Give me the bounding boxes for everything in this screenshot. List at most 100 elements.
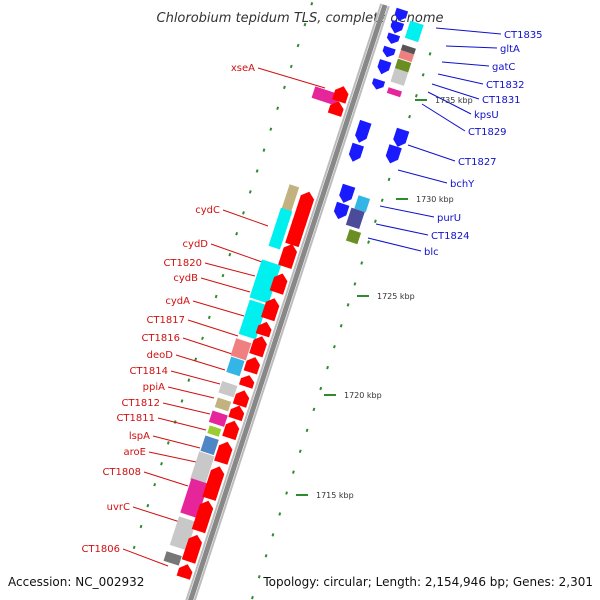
scale-tick <box>248 190 252 194</box>
scale-tick <box>292 470 295 474</box>
gene-label: cydA <box>165 296 190 307</box>
forward-gene-arrow <box>181 534 202 564</box>
scale-tick <box>180 399 184 403</box>
reverse-gene-arrow <box>333 201 350 220</box>
forward-gene-arrow <box>191 500 214 534</box>
leader-line <box>421 103 466 132</box>
gene-band <box>404 20 424 43</box>
gene-label: kpsU <box>474 110 499 121</box>
scale-tick <box>146 503 150 508</box>
scale-tick <box>276 106 280 111</box>
forward-gene-arrow <box>232 390 250 408</box>
leader-line <box>427 91 472 115</box>
scale-tick <box>289 64 293 69</box>
gene-band <box>398 50 415 63</box>
scale-tick <box>187 378 191 382</box>
scale-tick <box>339 324 343 328</box>
scale-labels: 1735 kbp 1730 kbp 1725 kbp 1720 kbp 1715 kbp <box>296 96 473 500</box>
gene-label: purU <box>437 213 461 224</box>
scale-tick <box>298 449 302 453</box>
reverse-gene-arrow <box>377 59 392 75</box>
scale-tick <box>332 344 336 349</box>
leader-line <box>132 506 181 523</box>
scale-tick <box>255 169 259 173</box>
scale-tick <box>283 85 286 90</box>
gene-band <box>386 87 402 98</box>
gene-label: blc <box>424 247 439 258</box>
leader-line <box>200 277 251 293</box>
scale-tick <box>373 219 377 223</box>
gene-label: CT1832 <box>486 80 525 91</box>
gene-label: CT1817 <box>146 315 185 326</box>
scale-tick <box>207 315 211 320</box>
leader-line <box>182 337 233 355</box>
scale-tick <box>257 574 261 579</box>
scale-tick <box>414 93 418 98</box>
scale-label: 1735 kbp <box>435 96 473 105</box>
gene-label: cydC <box>195 205 220 216</box>
forward-gene-arrow <box>214 441 233 465</box>
leader-line <box>148 451 197 463</box>
reverse-gene-arrow <box>339 183 356 203</box>
gene-features <box>163 7 424 580</box>
gene-label: aroE <box>124 447 146 458</box>
leader-line <box>431 83 480 100</box>
scale-tick <box>214 294 218 299</box>
scale-tick <box>278 512 282 516</box>
backbone-line <box>188 4 388 600</box>
gene-label: CT1820 <box>163 258 202 269</box>
gene-band <box>230 338 252 361</box>
forward-gene-arrow <box>239 375 255 389</box>
forward-gene-arrow <box>332 86 349 104</box>
scale-tick <box>326 365 329 370</box>
scale-label: 1725 kbp <box>377 292 415 301</box>
forward-gene-arrow <box>278 244 297 269</box>
scale-tick <box>353 282 357 286</box>
forward-gene-arrow <box>228 405 245 422</box>
accession-text: Accession: NC_002932 <box>8 575 145 589</box>
leader-line <box>162 402 211 415</box>
gene-band <box>180 478 209 519</box>
gene-label: lspA <box>129 431 150 442</box>
scale-tick <box>235 232 239 236</box>
scale-tick <box>346 303 350 307</box>
forward-gene-arrow <box>285 216 306 248</box>
gene-label: deoD <box>147 350 174 361</box>
scale-tick <box>221 273 225 278</box>
scale-label: 1730 kbp <box>416 195 454 204</box>
reverse-gene-arrow <box>372 78 386 90</box>
leader-line <box>175 354 226 371</box>
gene-band <box>345 229 362 245</box>
gene-label: uvrC <box>107 502 130 513</box>
gene-band <box>207 425 222 437</box>
topology-text: Topology: circular; Length: 2,154,946 bp… <box>263 575 593 589</box>
gene-band <box>208 410 228 427</box>
scale-tick <box>269 127 273 131</box>
reverse-gene-arrow <box>386 32 401 44</box>
gene-band <box>200 435 219 456</box>
gene-band <box>268 207 293 250</box>
reverse-gene-arrow <box>348 142 364 162</box>
scale-tick <box>132 545 136 550</box>
scale-tick <box>271 533 275 537</box>
scale-tick <box>285 491 289 495</box>
gene-label: ppiA <box>143 382 165 393</box>
gene-label: CT1806 <box>81 544 120 555</box>
scale-tick <box>166 441 170 445</box>
scale-tick <box>312 407 316 412</box>
scale-tick <box>251 595 254 600</box>
scale-tick <box>380 198 384 203</box>
leader-line <box>407 144 456 162</box>
gene-band <box>311 86 341 106</box>
leader-line <box>157 417 207 431</box>
leader-line <box>152 435 201 449</box>
gene-band <box>400 44 416 55</box>
genome-backbone <box>185 3 390 600</box>
gene-label: CT1811 <box>116 413 155 424</box>
leader-line <box>192 300 245 317</box>
leader-line <box>122 548 169 567</box>
leader-line <box>437 73 484 85</box>
leader-line <box>375 223 429 236</box>
forward-gene-arrow <box>327 101 344 117</box>
